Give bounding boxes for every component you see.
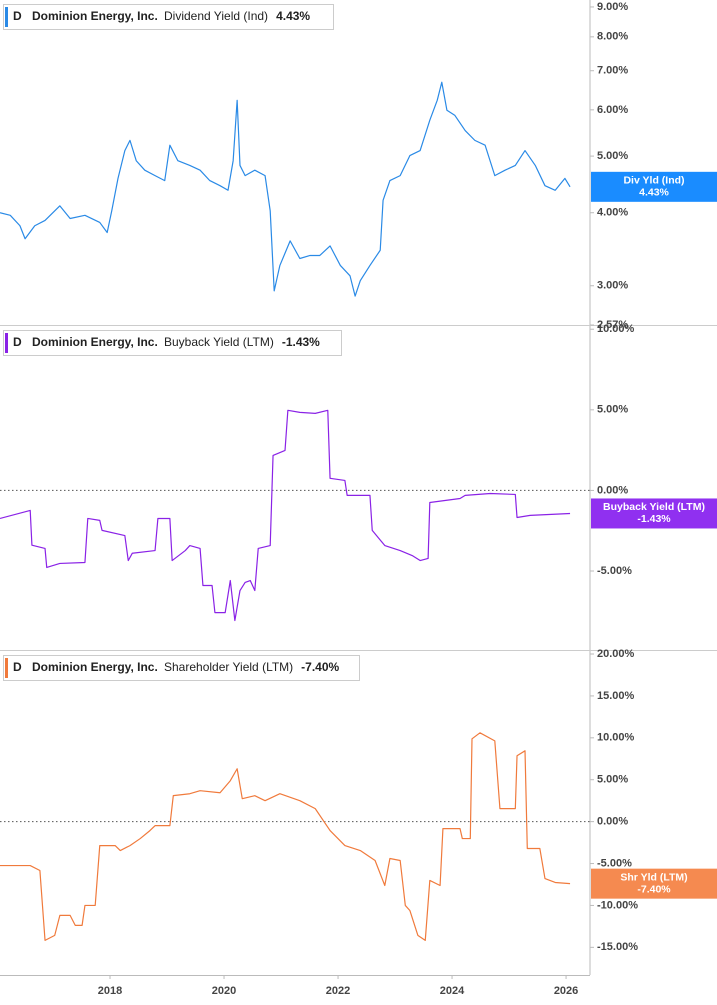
y-tick-label: 3.00% (597, 280, 628, 292)
y-tick-label: 9.00% (597, 1, 628, 13)
x-tick-label: 2020 (212, 985, 236, 997)
legend-value: -1.43% (282, 335, 320, 349)
y-tick-label: -5.00% (597, 565, 632, 577)
legend-swatch (5, 658, 8, 678)
badge-value: -1.43% (637, 513, 671, 525)
legend-series-name: Buyback Yield (LTM) (164, 335, 274, 349)
y-tick-label: 0.00% (597, 816, 628, 828)
y-tick-label: 5.00% (597, 774, 628, 786)
x-tick-label: 2024 (440, 985, 465, 997)
y-tick-label: 6.00% (597, 104, 628, 116)
legend-ticker: D (13, 9, 22, 23)
value-badge (591, 868, 717, 899)
badge-value: -7.40% (637, 883, 671, 895)
badge-title: Div Yld (Ind) (623, 175, 684, 187)
y-tick-label: 10.00% (597, 732, 635, 744)
legend-value: 4.43% (276, 9, 310, 23)
y-tick-label: 0.00% (597, 484, 628, 496)
data-line (0, 81, 571, 297)
y-tick-label: 20.00% (597, 648, 635, 660)
data-line (0, 732, 571, 941)
y-tick-label: 7.00% (597, 65, 628, 77)
badge-value: 4.43% (639, 187, 669, 199)
legend-company: Dominion Energy, Inc. (32, 660, 158, 674)
legend-swatch (5, 7, 8, 27)
legend-box (3, 330, 342, 356)
y-tick-label: -10.00% (597, 899, 638, 911)
y-tick-label: 15.00% (597, 690, 635, 702)
legend-series-name: Dividend Yield (Ind) (164, 9, 268, 23)
y-tick-label: 5.00% (597, 150, 628, 162)
value-badge (591, 498, 717, 529)
badge-title: Buyback Yield (LTM) (603, 501, 705, 513)
y-tick-label: -15.00% (597, 941, 638, 953)
y-tick-label: -5.00% (597, 857, 632, 869)
legend-series-name: Shareholder Yield (LTM) (164, 660, 293, 674)
y-tick-label: 5.00% (597, 404, 628, 416)
y-tick-label: 8.00% (597, 31, 628, 43)
legend-swatch (5, 333, 8, 353)
value-badge (591, 171, 717, 202)
x-tick-label: 2026 (554, 985, 578, 997)
x-tick-label: 2018 (98, 985, 122, 997)
legend-ticker: D (13, 335, 22, 349)
data-line (0, 409, 571, 622)
legend-value: -7.40% (301, 660, 339, 674)
x-tick-label: 2022 (326, 985, 350, 997)
y-tick-label: 10.00% (597, 323, 635, 335)
legend-box (3, 655, 360, 681)
legend-ticker: D (13, 660, 22, 674)
badge-title: Shr Yld (LTM) (620, 871, 687, 883)
legend-company: Dominion Energy, Inc. (32, 335, 158, 349)
legend-company: Dominion Energy, Inc. (32, 9, 158, 23)
y-tick-label: 4.00% (597, 207, 628, 219)
y-tick-label: 2.57% (597, 319, 628, 331)
legend-box (3, 4, 334, 30)
